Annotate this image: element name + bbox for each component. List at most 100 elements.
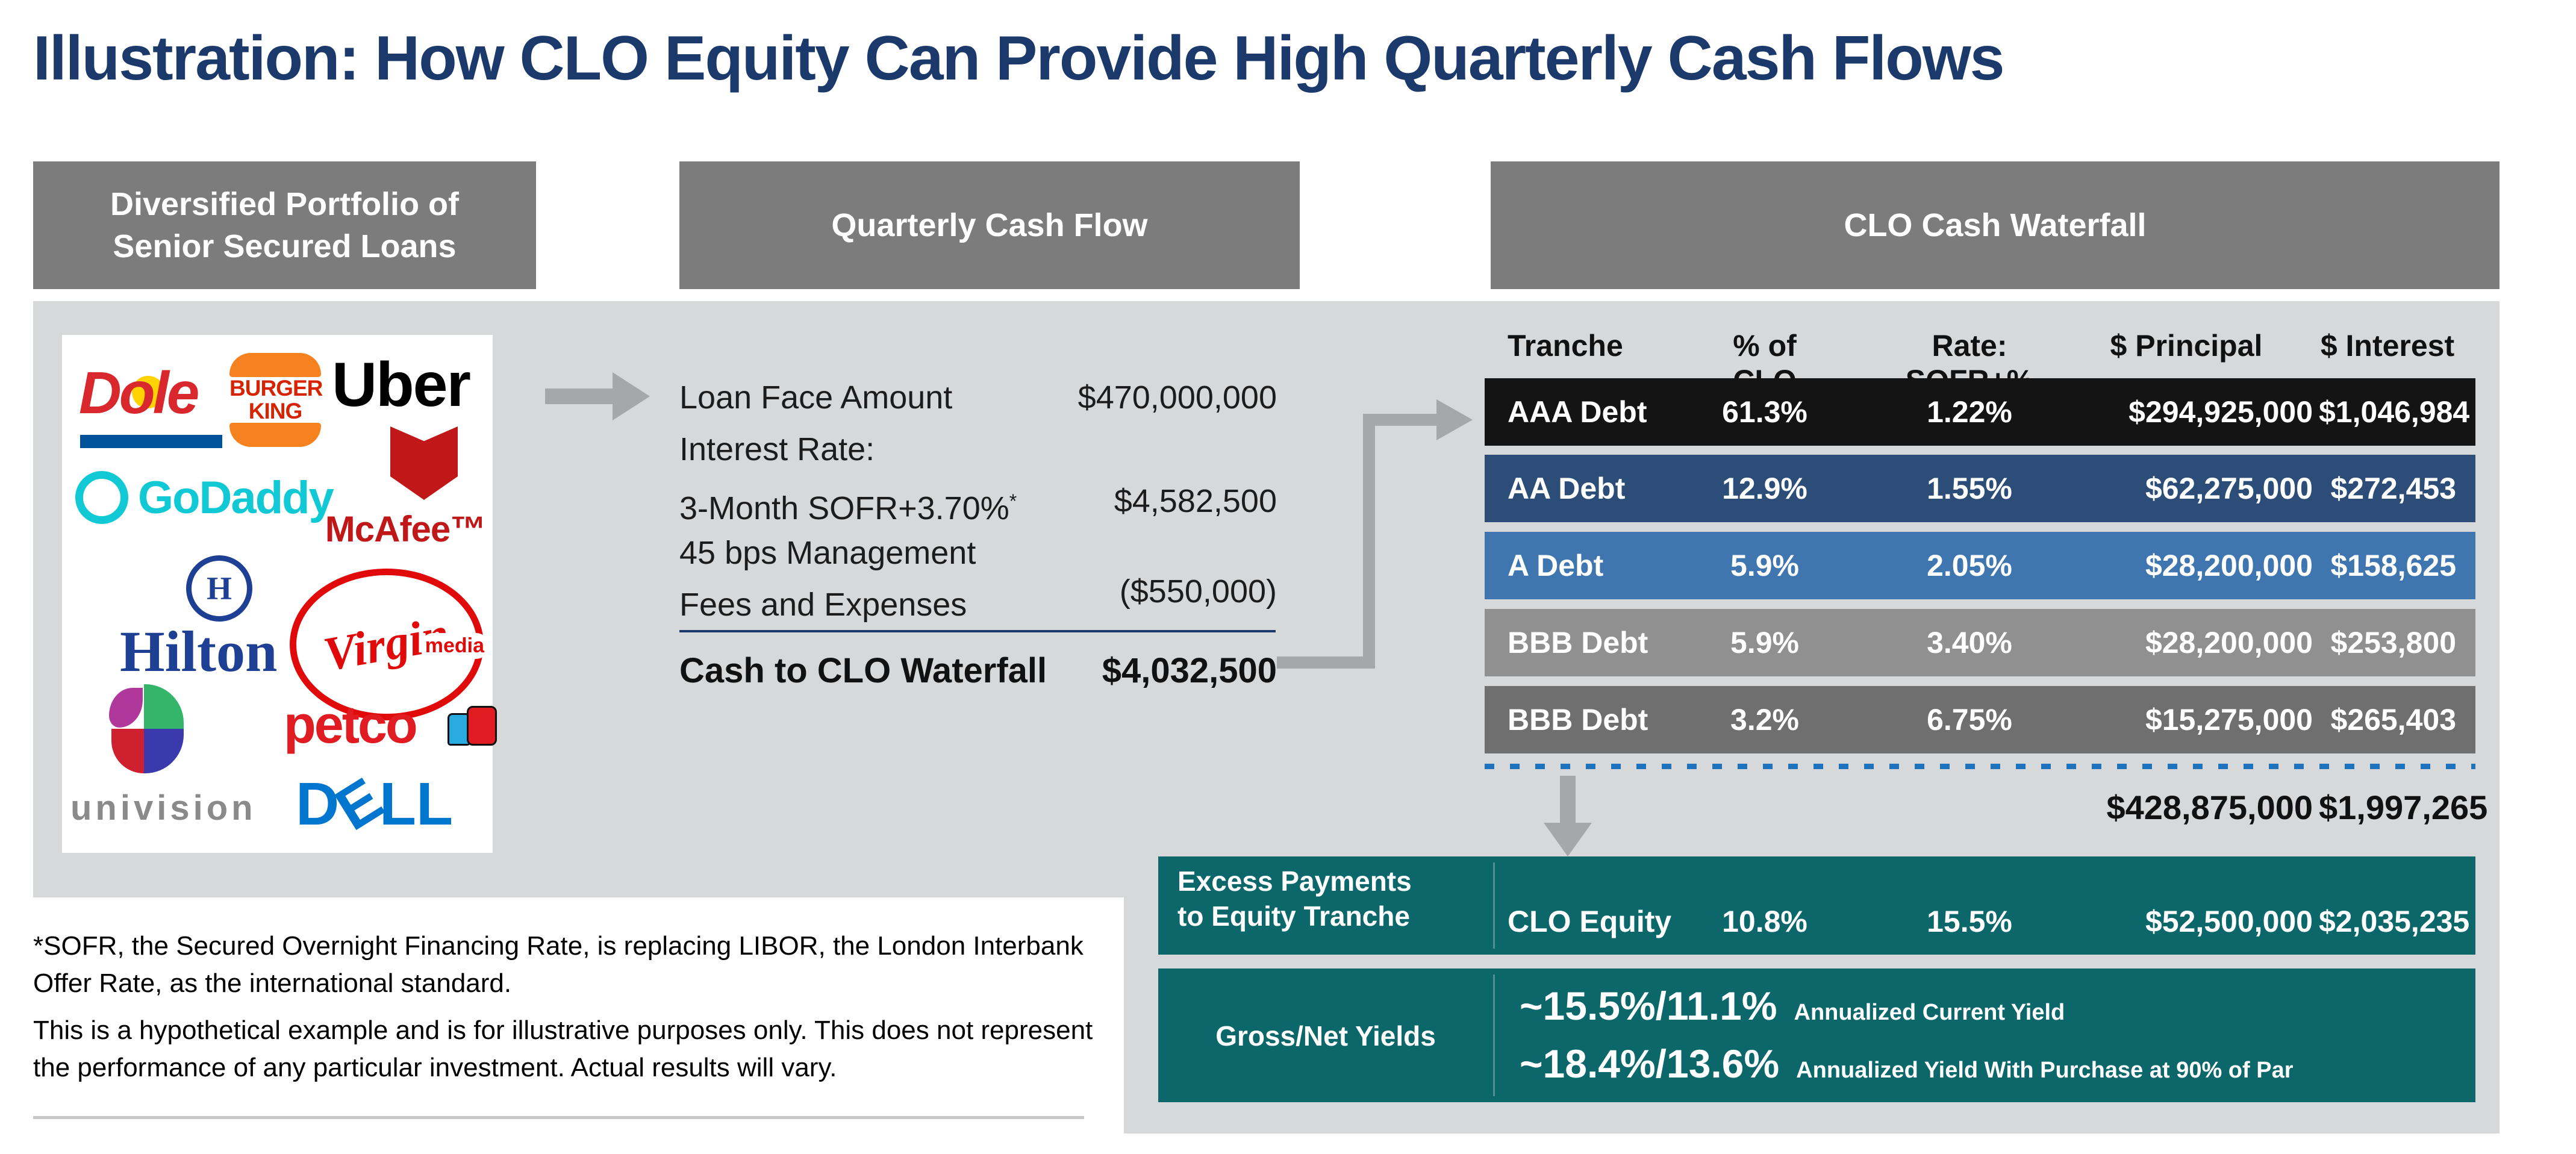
hilton-emblem-icon: H bbox=[186, 555, 252, 622]
interest-rate-label-line1: Interest Rate: bbox=[679, 431, 875, 467]
cell-tranche: BBB Debt bbox=[1508, 626, 1648, 660]
column-header-principal: $ Principal bbox=[2110, 329, 2263, 363]
cell-interest: $158,625 bbox=[2330, 549, 2456, 582]
yield-line-purchase: ~18.4%/13.6% Annualized Yield With Purcha… bbox=[1520, 1041, 2293, 1087]
waterfall-elbow-arrow-icon bbox=[1277, 657, 1375, 669]
footnote-hypothetical: This is a hypothetical example and is fo… bbox=[33, 1015, 1093, 1082]
logo-mcafee-text: McAfee™ bbox=[325, 509, 486, 549]
logo-burger-king-line1: BURGER bbox=[229, 376, 323, 401]
cell-principal: $28,200,000 bbox=[2145, 626, 2313, 660]
cell-principal: $62,275,000 bbox=[2145, 472, 2313, 505]
cell-rate: 3.40% bbox=[1927, 626, 2012, 660]
cell-tranche: BBB Debt bbox=[1508, 703, 1648, 737]
yield-current-value: ~15.5%/11.1% bbox=[1520, 984, 1777, 1028]
page-title: Illustration: How CLO Equity Can Provide… bbox=[33, 23, 2005, 93]
portfolio-logos-panel: Dole BURGER KING Uber GoDaddy McAfee™ H … bbox=[62, 335, 497, 853]
logo-burger-king: BURGER KING bbox=[229, 353, 323, 447]
logo-univision-text: univision bbox=[70, 788, 257, 828]
godaddy-swirl-icon bbox=[75, 471, 128, 524]
cell-rate: 1.55% bbox=[1927, 472, 2012, 505]
management-fees-label-line2: Fees and Expenses bbox=[679, 587, 967, 623]
logo-godaddy: GoDaddy bbox=[75, 471, 334, 524]
footnote-marker: * bbox=[1009, 490, 1017, 512]
loan-face-amount-value: $470,000,000 bbox=[1077, 379, 1277, 416]
cash-to-waterfall-value: $4,032,500 bbox=[1102, 651, 1277, 690]
header-clo-cash-waterfall: CLO Cash Waterfall bbox=[1491, 161, 2500, 289]
teal-label-separator bbox=[1493, 975, 1495, 1096]
interest-amount-value: $4,582,500 bbox=[1114, 483, 1277, 519]
gross-net-yields-box: Gross/Net Yields ~15.5%/11.1% Annualized … bbox=[1158, 968, 2475, 1102]
equity-tranche-row: Excess Payments to Equity Tranche CLO Eq… bbox=[1158, 856, 2475, 955]
logo-petco-text: petco bbox=[284, 694, 418, 754]
equity-down-arrow-icon bbox=[1560, 776, 1576, 824]
virgin-media-oval-icon: Virgin media bbox=[290, 569, 489, 720]
teal-label-separator bbox=[1493, 862, 1495, 949]
cell-pct: 61.3% bbox=[1722, 395, 1807, 429]
cell-pct: 10.8% bbox=[1722, 905, 1807, 938]
logo-dole: Dole bbox=[79, 359, 222, 448]
cell-pct: 5.9% bbox=[1730, 549, 1799, 582]
waterfall-elbow-arrow-icon bbox=[1363, 414, 1375, 669]
cell-principal: $52,500,000 bbox=[2145, 905, 2313, 938]
logo-hilton-text: Hilton bbox=[120, 619, 278, 684]
interest-rate-label-line2: 3-Month SOFR+3.70%* bbox=[679, 490, 1017, 526]
waterfall-elbow-arrow-head-icon bbox=[1436, 399, 1473, 440]
equity-cutoff-dashed-line bbox=[1485, 764, 2475, 769]
cell-interest: $265,403 bbox=[2330, 703, 2456, 737]
loan-face-amount-label: Loan Face Amount bbox=[679, 379, 953, 416]
logo-dell-d: D bbox=[296, 770, 340, 838]
burger-king-bun-icon bbox=[229, 353, 321, 377]
column-header-tranche: Tranche bbox=[1508, 329, 1623, 363]
cell-tranche: A Debt bbox=[1508, 549, 1604, 582]
flow-arrow-icon bbox=[545, 388, 613, 404]
header-quarterly-cash-flow: Quarterly Cash Flow bbox=[679, 161, 1300, 289]
waterfall-elbow-arrow-icon bbox=[1363, 414, 1436, 426]
cell-tranche: AAA Debt bbox=[1508, 395, 1647, 429]
logo-uber: Uber bbox=[332, 350, 471, 420]
yield-current-caption: Annualized Current Yield bbox=[1794, 1000, 2065, 1025]
dole-bar-icon bbox=[80, 435, 222, 448]
dole-sun-icon bbox=[132, 376, 164, 408]
equity-label-line1: Excess Payments bbox=[1177, 865, 1412, 897]
cell-interest: $253,800 bbox=[2330, 626, 2456, 660]
cell-rate: 1.22% bbox=[1927, 395, 2012, 429]
mcafee-shield-icon bbox=[390, 426, 458, 500]
header-clo-cash-waterfall-label: CLO Cash Waterfall bbox=[1844, 207, 2147, 243]
logo-dell-ll: LL bbox=[379, 770, 454, 838]
cell-tranche: AA Debt bbox=[1508, 472, 1626, 505]
gross-net-yields-label: Gross/Net Yields bbox=[1215, 1020, 1436, 1052]
logo-dole-text: Dole bbox=[79, 360, 199, 426]
header-diversified-portfolio-label: Diversified Portfolio of Senior Secured … bbox=[110, 186, 460, 264]
cell-principal: $28,200,000 bbox=[2145, 549, 2313, 582]
univision-u-icon bbox=[105, 684, 185, 776]
table-row-aa-debt: AA Debt 12.9% 1.55% $62,275,000 $272,453 bbox=[1485, 455, 2475, 522]
yield-purchase-caption: Annualized Yield With Purchase at 90% of… bbox=[1796, 1058, 2294, 1083]
management-fees-value: ($550,000) bbox=[1119, 573, 1277, 610]
header-diversified-portfolio: Diversified Portfolio of Senior Secured … bbox=[33, 161, 536, 289]
cell-principal: $294,925,000 bbox=[2128, 395, 2313, 429]
cell-pct: 5.9% bbox=[1730, 626, 1799, 660]
cell-interest: $272,453 bbox=[2330, 472, 2456, 505]
cell-principal: $15,275,000 bbox=[2145, 703, 2313, 737]
logo-burger-king-line2: KING bbox=[248, 399, 303, 423]
cell-clo-equity: CLO Equity bbox=[1508, 905, 1672, 938]
flow-arrow-head-icon bbox=[613, 372, 650, 420]
cell-pct: 12.9% bbox=[1722, 472, 1807, 505]
burger-king-bun-icon bbox=[229, 423, 321, 447]
yield-line-current: ~15.5%/11.1% Annualized Current Yield bbox=[1520, 983, 2065, 1029]
cashflow-divider bbox=[679, 630, 1276, 632]
cell-rate: 6.75% bbox=[1927, 703, 2012, 737]
table-row-a-debt: A Debt 5.9% 2.05% $28,200,000 $158,625 bbox=[1485, 532, 2475, 599]
table-row-bbb-debt-1: BBB Debt 5.9% 3.40% $28,200,000 $253,800 bbox=[1485, 609, 2475, 676]
table-row-bbb-debt-2: BBB Debt 3.2% 6.75% $15,275,000 $265,403 bbox=[1485, 686, 2475, 753]
table-row-aaa-debt: AAA Debt 61.3% 1.22% $294,925,000 $1,046… bbox=[1485, 378, 2475, 446]
logo-dell: DELL bbox=[296, 765, 454, 843]
waterfall-subtotal-interest: $1,997,265 bbox=[2319, 788, 2488, 826]
petco-pals-icon bbox=[448, 706, 497, 746]
footnote-sofr: *SOFR, the Secured Overnight Financing R… bbox=[33, 931, 1084, 998]
equity-label-line2: to Equity Tranche bbox=[1177, 900, 1410, 932]
cash-to-waterfall-label: Cash to CLO Waterfall bbox=[679, 651, 1047, 690]
cell-interest: $2,035,235 bbox=[2319, 905, 2470, 938]
logo-virgin-media-tag: media bbox=[420, 633, 489, 659]
